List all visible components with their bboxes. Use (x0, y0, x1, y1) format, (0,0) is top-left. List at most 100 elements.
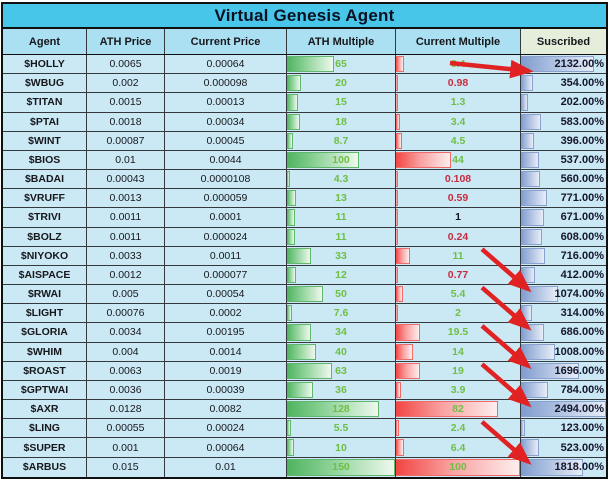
cell-value: 11 (335, 230, 347, 243)
green-data-bar (287, 190, 297, 207)
cell-value: 671.00% (560, 211, 604, 224)
cell-value: 0.00054 (206, 288, 245, 301)
subscribed-cell: 784.00% (521, 380, 606, 400)
green-data-bar (287, 439, 295, 456)
subscribed-cell: 2132.00% (521, 55, 606, 74)
green-data-bar (287, 401, 380, 418)
cell-value: $BOLZ (27, 230, 62, 243)
cell-value: 0.015 (112, 461, 139, 474)
cell-value: 0.0044 (209, 153, 242, 166)
current-price-cell: 0.0002 (165, 304, 287, 323)
current-price-cell: 0.00034 (165, 112, 287, 131)
current-price-cell: 0.0014 (165, 342, 287, 361)
ath-price-cell: 0.00043 (87, 170, 165, 189)
cell-value: 36 (335, 384, 347, 396)
current-multiple-cell: 44 (396, 150, 521, 170)
cell-value: 1696.00% (554, 364, 604, 377)
red-data-bar (396, 190, 399, 207)
ath-price-cell: 0.00087 (87, 131, 165, 150)
ath-price-cell: 0.0012 (87, 265, 165, 285)
subscribed-cell: 671.00% (521, 208, 606, 227)
current-multiple-cell: 2 (396, 304, 521, 323)
cell-value: 0.00039 (206, 384, 245, 396)
red-data-bar (396, 343, 414, 360)
cell-value: 15 (335, 96, 347, 109)
column-header-current-price: Current Price (165, 29, 287, 54)
ath-multiple-cell: 10 (287, 438, 396, 457)
blue-data-bar (521, 94, 528, 111)
cell-value: 100 (449, 461, 467, 474)
table-row: $LING 0.00055 0.00024 5.5 2.4 123.00% (3, 419, 606, 439)
cell-value: 34 (335, 326, 347, 339)
cell-value: 0.00013 (206, 96, 245, 109)
ath-multiple-cell: 63 (287, 361, 396, 380)
cell-value: 19.5 (447, 326, 469, 339)
cell-value: 608.00% (560, 230, 604, 243)
cell-value: 0.0011 (109, 211, 142, 224)
blue-data-bar (521, 113, 541, 130)
cell-value: 0.00087 (106, 134, 145, 147)
cell-value: 4.3 (333, 173, 349, 186)
red-data-bar (396, 439, 404, 456)
cell-value: 1074.00% (554, 288, 604, 301)
cell-value: 11 (335, 211, 347, 224)
cell-value: 6.4 (450, 441, 466, 454)
current-multiple-cell: 6.4 (396, 438, 521, 457)
current-multiple-cell: 100 (396, 457, 521, 477)
cell-value: 523.00% (560, 441, 604, 454)
subscribed-cell: 716.00% (521, 246, 606, 265)
current-price-cell: 0.000077 (165, 265, 287, 285)
ath-price-cell: 0.001 (87, 438, 165, 457)
cell-value: 0.0082 (209, 403, 242, 416)
blue-data-bar (521, 266, 536, 284)
current-multiple-cell: 4.5 (396, 131, 521, 150)
blue-data-bar (521, 420, 526, 437)
agent-cell: $SUPER (3, 438, 87, 457)
table-body: $HOLLY 0.0065 0.00064 65 6.4 2132.00% $WBUG 0.0… (3, 55, 606, 477)
green-data-bar (287, 324, 312, 341)
red-data-bar (396, 266, 399, 284)
cell-value: 0.0065 (109, 58, 142, 71)
table-row: $WHIM 0.004 0.0014 40 14 1008.00% (3, 342, 606, 362)
current-price-cell: 0.0044 (165, 150, 287, 170)
cell-value: 0.0015 (109, 96, 142, 109)
blue-data-bar (521, 56, 594, 73)
cell-value: 0.24 (447, 230, 469, 243)
current-price-cell: 0.0001 (165, 208, 287, 227)
agent-cell: $WHIM (3, 342, 87, 361)
red-data-bar (396, 171, 399, 188)
column-header-suscribed: Suscribed (521, 29, 606, 54)
spreadsheet-table: Virtual Genesis Agent Agent ATH Price Curr… (1, 2, 608, 479)
current-price-cell: 0.00013 (165, 93, 287, 112)
ath-price-cell: 0.005 (87, 285, 165, 304)
cell-value: 2 (455, 307, 461, 320)
current-price-cell: 0.00045 (165, 131, 287, 150)
current-multiple-cell: 0.24 (396, 227, 521, 246)
cell-value: 0.00064 (206, 441, 245, 454)
subscribed-cell: 537.00% (521, 150, 606, 170)
cell-value: 0.77 (447, 268, 469, 281)
cell-value: 0.000024 (203, 230, 248, 243)
current-multiple-cell: 1.3 (396, 93, 521, 112)
cell-value: 0.59 (447, 192, 469, 205)
cell-value: 0.01 (215, 461, 236, 474)
current-multiple-cell: 82 (396, 400, 521, 419)
agent-cell: $WBUG (3, 74, 87, 93)
cell-value: 0.0033 (109, 249, 142, 262)
cell-value: 412.00% (560, 268, 604, 281)
cell-value: 10 (335, 441, 347, 454)
ath-multiple-cell: 13 (287, 189, 396, 208)
blue-data-bar (521, 305, 532, 322)
table-row: $AXR 0.0128 0.0082 128 82 2494.00% (3, 400, 606, 420)
ath-multiple-cell: 34 (287, 323, 396, 342)
green-data-bar (287, 266, 296, 284)
cell-value: 537.00% (560, 153, 604, 166)
cell-value: 0.00043 (106, 173, 145, 186)
cell-value: 63 (335, 364, 347, 377)
ath-multiple-cell: 36 (287, 380, 396, 400)
cell-value: 1.3 (450, 96, 466, 109)
agent-cell: $BOLZ (3, 227, 87, 246)
ath-price-cell: 0.0013 (87, 189, 165, 208)
red-data-bar (396, 420, 399, 437)
ath-multiple-cell: 100 (287, 150, 396, 170)
